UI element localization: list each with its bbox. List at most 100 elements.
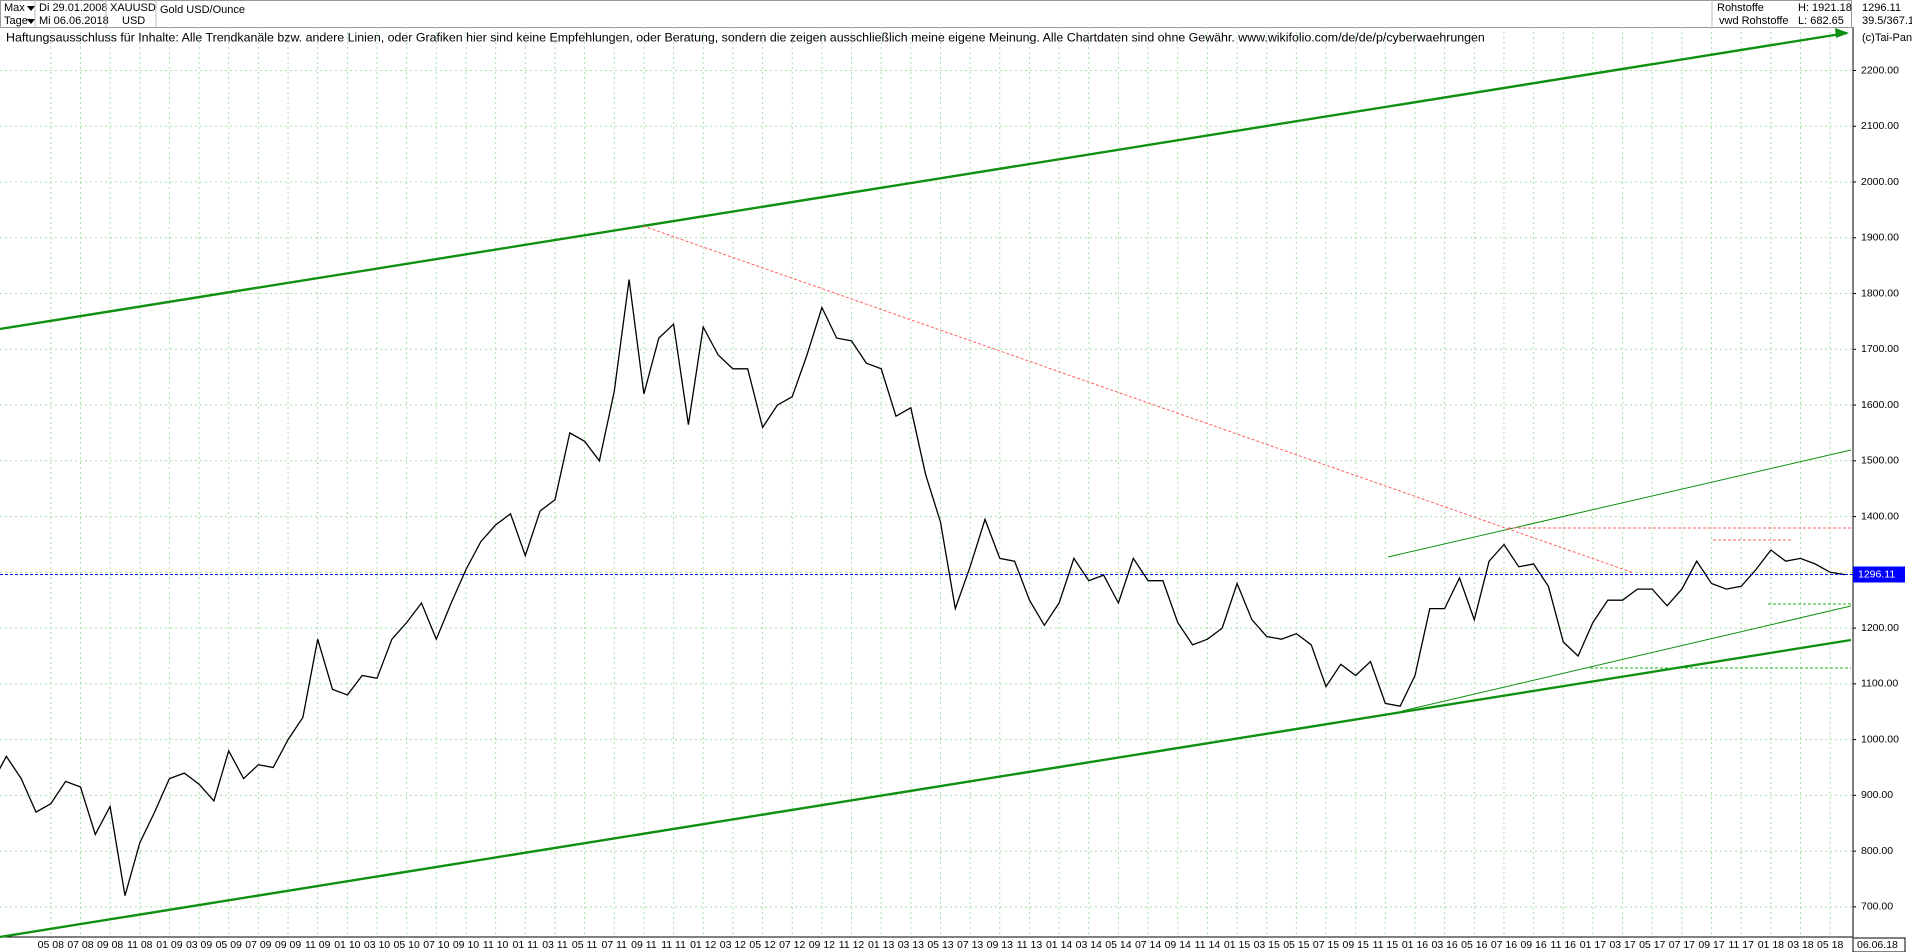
x-tick-label: 01 17 bbox=[1580, 939, 1606, 951]
x-tick-label: 05 13 bbox=[927, 939, 953, 951]
disclaimer: Haftungsausschluss für Inhalte: Alle Tre… bbox=[6, 30, 1485, 44]
x-tick-label: 01 13 bbox=[868, 939, 894, 951]
y-tick-label: 1100.00 bbox=[1861, 678, 1898, 690]
high: H: 1921.18 bbox=[1798, 2, 1852, 14]
x-tick-label: 01 18 bbox=[1758, 939, 1784, 951]
x-tick-label: 01 10 bbox=[334, 939, 360, 951]
x-tick-label: 05 18 bbox=[1817, 939, 1843, 951]
currency: USD bbox=[122, 15, 145, 27]
x-tick-label: 07 12 bbox=[779, 939, 805, 951]
y-tick-label: 2200.00 bbox=[1861, 64, 1899, 76]
x-tick-label: 07 10 bbox=[423, 939, 449, 951]
x-tick-label: 09 17 bbox=[1698, 939, 1724, 951]
low: L: 682.65 bbox=[1798, 15, 1844, 27]
y-tick-label: 800.00 bbox=[1861, 845, 1893, 857]
y-tick-label: 1800.00 bbox=[1861, 287, 1899, 299]
x-tick-label: 11 13 bbox=[1017, 939, 1043, 951]
trend-line bbox=[0, 31, 1848, 331]
price-line bbox=[0, 279, 1846, 896]
x-tick-label: 05 14 bbox=[1105, 939, 1131, 951]
x-tick-label: 03 14 bbox=[1076, 939, 1102, 951]
x-tick-label: 01 11 bbox=[513, 939, 539, 951]
dropdown-arrow bbox=[27, 19, 35, 24]
x-tick-label: 07 16 bbox=[1491, 939, 1517, 951]
last-price-label: 1296.11 bbox=[1858, 568, 1895, 580]
trend-line bbox=[1387, 449, 1852, 558]
x-tick-label: 05 16 bbox=[1461, 939, 1487, 951]
y-tick-label: 900.00 bbox=[1861, 789, 1893, 801]
x-tick-label: 07 17 bbox=[1669, 939, 1695, 951]
y-tick-label: 1400.00 bbox=[1861, 510, 1899, 522]
range[interactable]: Max bbox=[4, 2, 25, 14]
y-tick-label: 1000.00 bbox=[1861, 733, 1899, 745]
x-tick-label: 05 12 bbox=[749, 939, 775, 951]
x-tick-label: 07 09 bbox=[245, 939, 271, 951]
x-tick-label: 03 17 bbox=[1609, 939, 1635, 951]
x-tick-label: 11 17 bbox=[1728, 939, 1754, 951]
y-tick-label: 700.00 bbox=[1861, 901, 1893, 913]
last-price-box bbox=[1853, 566, 1905, 583]
x-tick-label: 05 11 bbox=[572, 939, 598, 951]
source: Rohstoffe bbox=[1717, 2, 1764, 14]
start-date: Di 29.01.2008 bbox=[39, 2, 108, 14]
x-tick-label: 05 15 bbox=[1283, 939, 1309, 951]
x-tick-label: 03 09 bbox=[186, 939, 212, 951]
x-tick-label: 09 10 bbox=[453, 939, 479, 951]
period[interactable]: Tage bbox=[4, 15, 28, 27]
y-tick-label: 2100.00 bbox=[1861, 120, 1899, 132]
x-tick-label: 05 09 bbox=[216, 939, 242, 951]
dropdown-arrow bbox=[27, 6, 35, 11]
end-date-box bbox=[1852, 937, 1906, 952]
x-tick-label: 11 10 bbox=[483, 939, 509, 951]
arrow-head bbox=[1835, 28, 1849, 38]
x-tick-label: 07 14 bbox=[1135, 939, 1161, 951]
x-tick-label: 09 09 bbox=[275, 939, 301, 951]
x-tick-label: 11 09 bbox=[305, 939, 331, 951]
ratio: 39.5/367.1 bbox=[1862, 15, 1912, 27]
symbol: XAUUSD bbox=[110, 2, 156, 14]
x-tick-label: 03 13 bbox=[898, 939, 924, 951]
end-date: Mi 06.06.2018 bbox=[39, 15, 109, 27]
y-tick-label: 1600.00 bbox=[1861, 399, 1899, 411]
y-tick-label: 1900.00 bbox=[1861, 232, 1899, 244]
x-tick-label: 01 12 bbox=[690, 939, 716, 951]
x-tick-label: 03 16 bbox=[1432, 939, 1458, 951]
x-tick-label: 11 12 bbox=[839, 939, 865, 951]
x-tick-label: 09 11 bbox=[631, 939, 657, 951]
x-tick-label: 07 11 bbox=[602, 939, 628, 951]
x-tick-label: 05 10 bbox=[394, 939, 420, 951]
end-date-label: 06.06.18 bbox=[1857, 939, 1898, 951]
x-tick-label: 07 08 bbox=[67, 939, 93, 951]
x-tick-label: 01 16 bbox=[1402, 939, 1428, 951]
y-tick-label: 1700.00 bbox=[1861, 343, 1899, 355]
x-tick-label: 07 15 bbox=[1313, 939, 1339, 951]
y-tick-label: 2000.00 bbox=[1861, 176, 1899, 188]
x-tick-label: 01 15 bbox=[1224, 939, 1250, 951]
header-bar bbox=[0, 0, 1852, 28]
grid bbox=[0, 27, 1853, 937]
x-tick-label: 11 15 bbox=[1373, 939, 1399, 951]
x-tick-label: 01 14 bbox=[1046, 939, 1072, 951]
x-tick-label: 11 08 bbox=[127, 939, 153, 951]
instrument-name: Gold USD/Ounce bbox=[160, 4, 245, 16]
trend-lines bbox=[0, 28, 1852, 939]
x-tick-label: 07 13 bbox=[957, 939, 983, 951]
x-tick-label: 09 16 bbox=[1520, 939, 1546, 951]
x-tick-label: 03 15 bbox=[1254, 939, 1280, 951]
feed: vwd Rohstoffe bbox=[1719, 15, 1789, 27]
x-tick-label: 05 17 bbox=[1639, 939, 1665, 951]
trend-line bbox=[1401, 605, 1852, 712]
plot-area: 700.00 800.00 900.00 1000.00 1100.00 1200.00 1… bbox=[0, 27, 1905, 951]
x-tick-label: 09 13 bbox=[987, 939, 1013, 951]
x-tick-label: 09 14 bbox=[1165, 939, 1191, 951]
x-tick-label: 11 14 bbox=[1195, 939, 1221, 951]
x-tick-label: 11 11 bbox=[661, 939, 686, 951]
x-tick-label: 03 18 bbox=[1787, 939, 1813, 951]
x-tick-label: 09 12 bbox=[809, 939, 835, 951]
x-tick-label: 09 08 bbox=[97, 939, 123, 951]
trend-line bbox=[0, 638, 1852, 939]
x-tick-label: 03 12 bbox=[720, 939, 746, 951]
y-tick-label: 1200.00 bbox=[1861, 622, 1899, 634]
